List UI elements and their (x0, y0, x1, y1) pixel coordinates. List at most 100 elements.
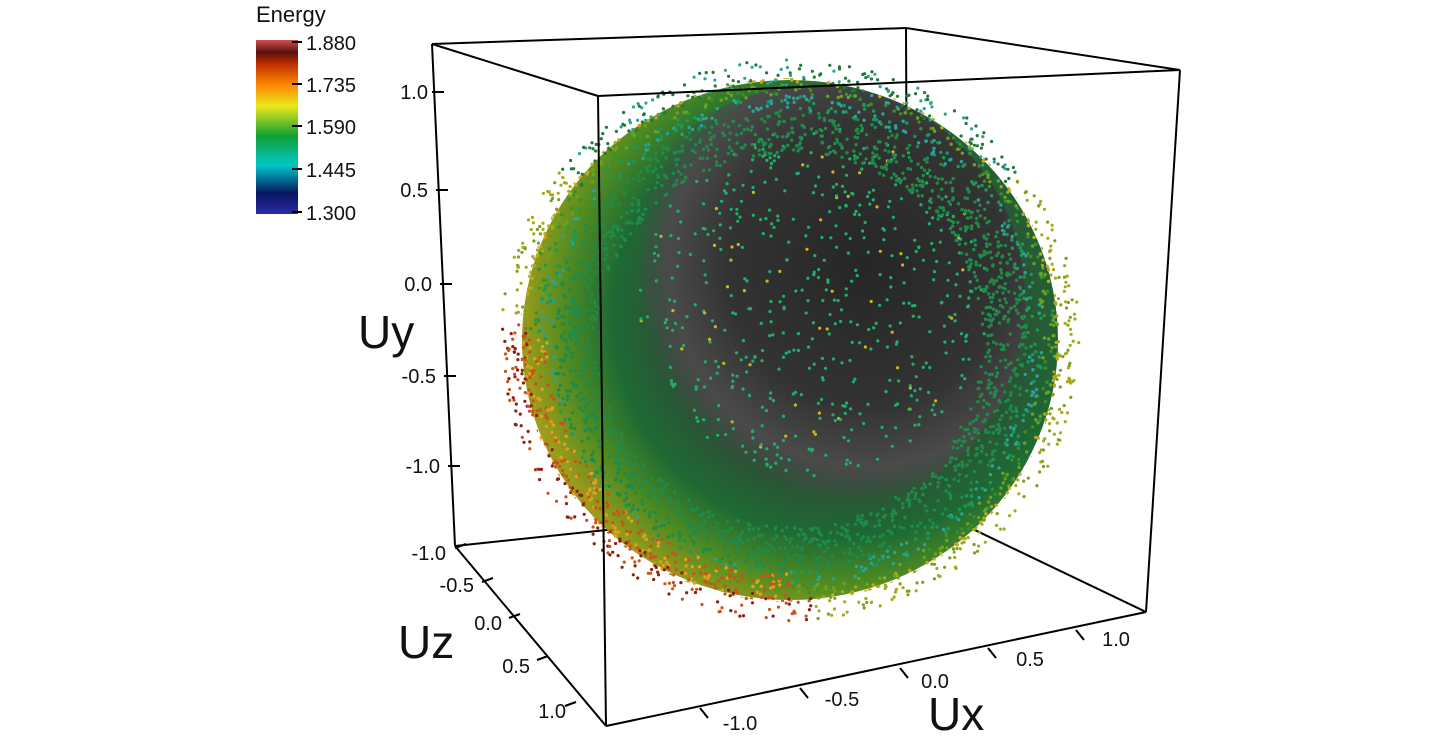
particle (935, 525, 939, 529)
particle (949, 142, 953, 146)
particle (780, 528, 785, 533)
particle (568, 306, 572, 310)
particle (838, 142, 842, 146)
particle (981, 159, 986, 163)
particle (964, 121, 968, 126)
particle (1018, 246, 1022, 250)
particle (972, 426, 977, 431)
particle (1052, 334, 1056, 338)
particle (793, 403, 798, 407)
particle (707, 515, 711, 519)
particle (590, 458, 594, 462)
particle (998, 527, 1003, 531)
particle (773, 78, 777, 82)
particle (535, 413, 539, 418)
particle (810, 337, 814, 341)
particle (700, 113, 704, 117)
particle (966, 304, 971, 308)
particle (766, 81, 770, 85)
particle (550, 448, 554, 452)
particle (536, 338, 541, 342)
particle (943, 162, 947, 166)
particle (760, 595, 764, 600)
particle (985, 401, 989, 406)
particle (776, 73, 780, 77)
particle (817, 175, 821, 179)
particle (781, 331, 785, 335)
particle (1038, 414, 1043, 418)
particle (783, 593, 787, 597)
particle (916, 162, 920, 166)
particle (567, 267, 571, 271)
particle (703, 519, 707, 524)
particle (1009, 361, 1013, 365)
particle (891, 508, 896, 513)
particle (559, 455, 563, 459)
particle (1017, 344, 1022, 349)
particle (954, 238, 958, 243)
particle (996, 179, 1000, 183)
particle (530, 276, 534, 281)
particle (887, 120, 892, 124)
particle (858, 203, 862, 207)
particle (755, 555, 759, 559)
particle (618, 453, 622, 457)
particle (880, 543, 885, 547)
particle (861, 603, 866, 607)
particle (753, 133, 758, 137)
particle (1004, 365, 1008, 370)
particle (580, 274, 584, 278)
particle (625, 529, 629, 533)
particle (788, 71, 792, 75)
particle (552, 368, 556, 372)
particle (939, 150, 943, 154)
particle (648, 491, 652, 495)
colorbar-tick: 1.880 (306, 33, 356, 55)
particle (857, 576, 861, 581)
particle (720, 606, 724, 610)
particle (613, 534, 618, 538)
particle (1067, 319, 1071, 323)
particle (648, 496, 652, 500)
particle (722, 133, 727, 138)
particle (1026, 330, 1030, 335)
particle (588, 146, 592, 150)
particle (993, 390, 997, 394)
particle (631, 127, 635, 131)
particle (779, 456, 783, 460)
particle (990, 487, 995, 492)
particle (1041, 448, 1045, 452)
particle (913, 537, 918, 541)
particle (1016, 358, 1020, 362)
particle (1039, 366, 1043, 370)
particle (817, 543, 821, 547)
particle (572, 329, 576, 334)
particle (959, 386, 963, 390)
particle (986, 173, 990, 177)
particle (749, 79, 753, 83)
particle (632, 196, 636, 200)
particle (901, 119, 905, 123)
particle (761, 140, 765, 144)
particle (623, 545, 627, 549)
particle (677, 538, 682, 542)
particle (913, 304, 917, 308)
particle (919, 109, 923, 113)
particle (1029, 381, 1034, 385)
particle (641, 471, 645, 476)
particle (778, 300, 782, 304)
particle (641, 212, 645, 217)
particle (623, 504, 628, 508)
particle (763, 120, 767, 124)
particle (528, 346, 532, 350)
particle (910, 524, 914, 528)
particle (770, 222, 774, 226)
particle (514, 409, 518, 413)
particle (841, 165, 845, 169)
particle (835, 531, 840, 535)
particle (634, 543, 638, 547)
particle (936, 481, 941, 485)
particle (627, 539, 631, 543)
particle (814, 558, 818, 563)
particle (857, 600, 861, 604)
